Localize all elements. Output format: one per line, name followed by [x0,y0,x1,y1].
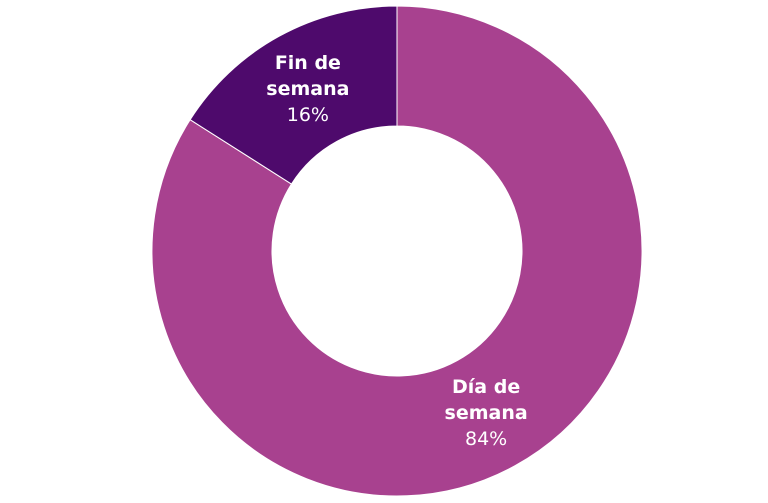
slice-label: Fin de semana 16% [243,50,373,128]
category-label: Día de semana [444,376,528,425]
donut-slice [189,5,398,185]
donut-slice [151,5,643,497]
value-label: 84% [464,428,508,451]
value-label: 16% [286,103,329,126]
slice-label: Día de semana 84% [421,374,551,452]
category-label: Fin de semana [266,51,350,100]
